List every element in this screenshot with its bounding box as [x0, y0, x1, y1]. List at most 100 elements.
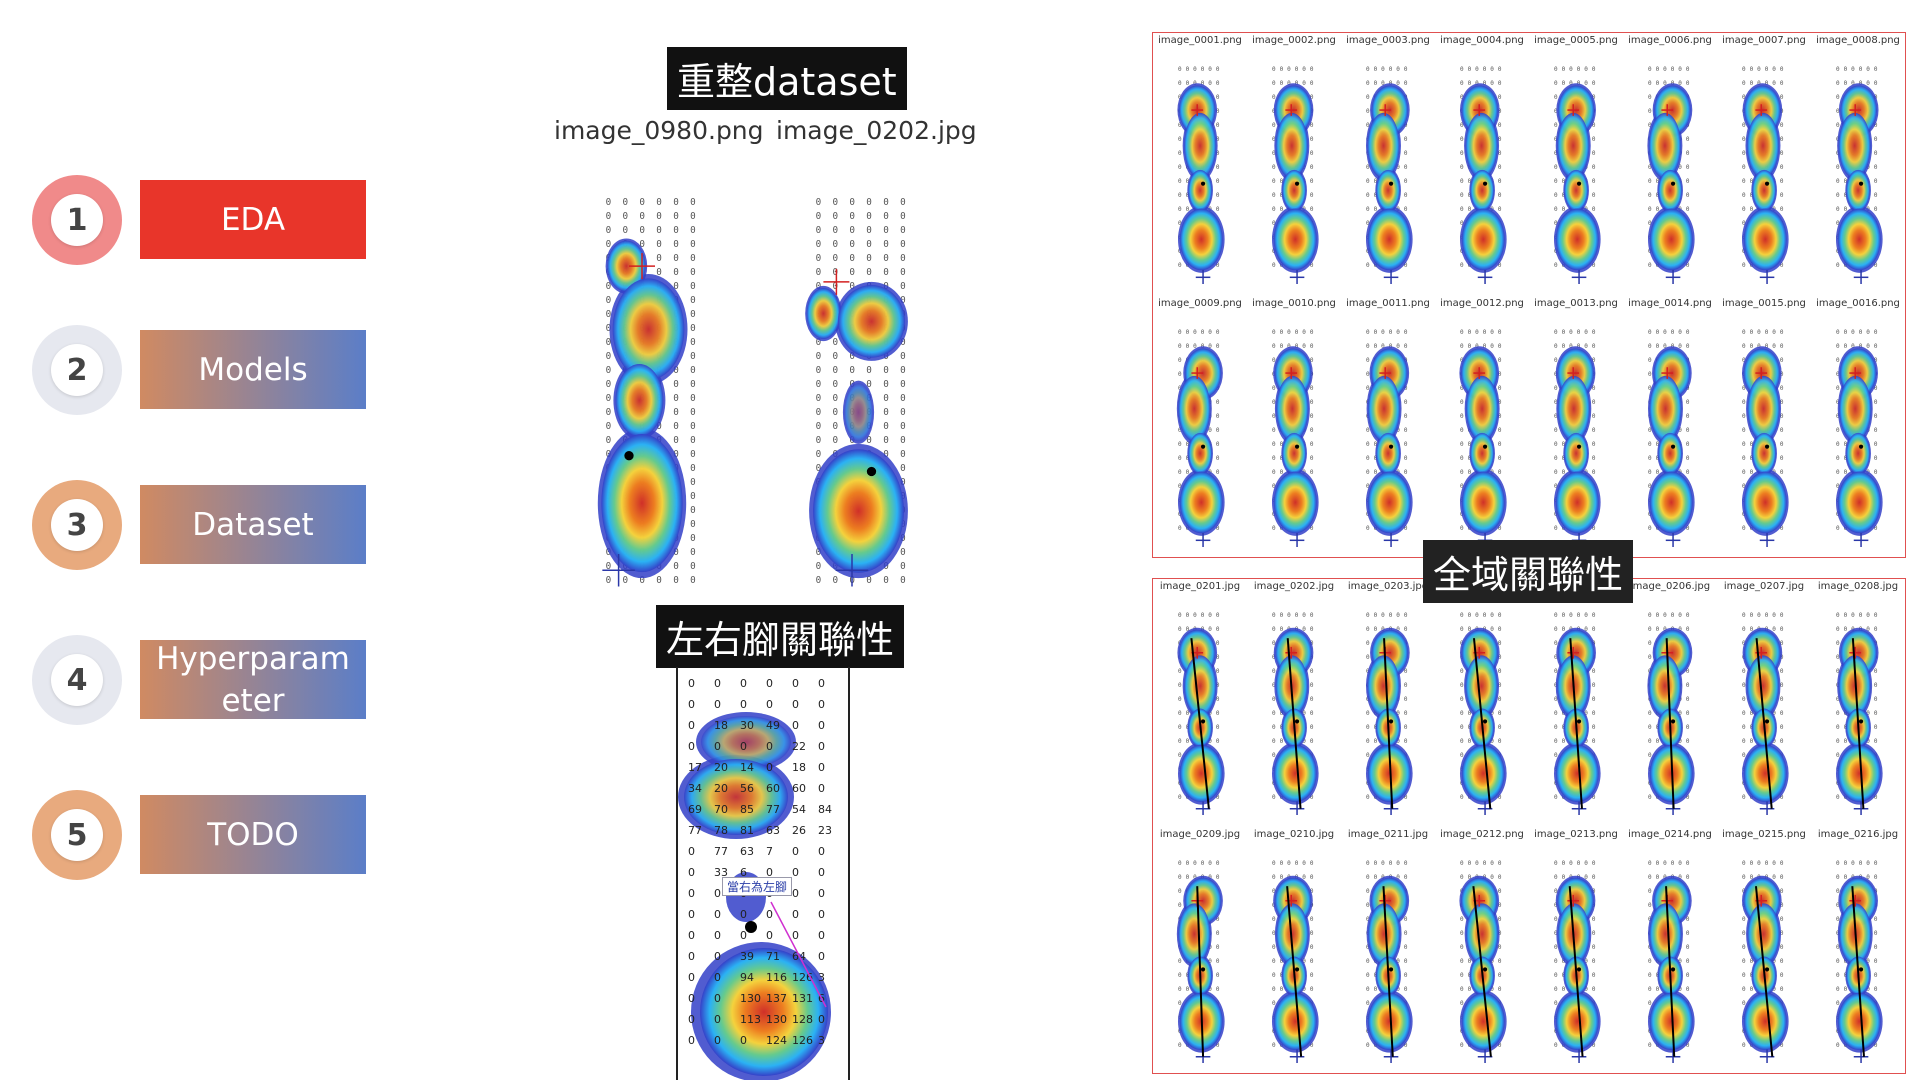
step-number: 3	[51, 499, 103, 551]
svg-text:0: 0	[1178, 136, 1182, 143]
eda-button[interactable]: EDA	[140, 180, 366, 259]
nav-item-eda[interactable]: 1 EDA	[32, 175, 367, 265]
sample-thumbnail[interactable]: image_0013.png 0 0 0 0 0 0 0 0 0 0 0 0 0 0 0 0 0 0 0 0 0 0 0 0 0 0…	[1529, 298, 1623, 557]
sample-thumbnail[interactable]: image_0210.jpg 0 0 0 0 0 0 0 0 0 0 0 0 0 0 0 0 0 0 0 0 0 0 0 0 0 0…	[1247, 829, 1341, 1073]
svg-text:0: 0	[1874, 122, 1878, 129]
step-number: 4	[51, 654, 103, 706]
svg-text:0: 0	[1498, 108, 1502, 115]
svg-text:0: 0	[883, 197, 889, 208]
svg-text:0: 0	[1279, 860, 1283, 867]
grid-value: 0	[792, 845, 799, 858]
svg-text:0: 0	[1272, 206, 1276, 213]
sample-thumbnail[interactable]: image_0203.jpg 0 0 0 0 0 0 0 0 0 0 0 0 0 0 0 0 0 0 0 0 0 0 0 0 0 0…	[1341, 581, 1435, 825]
sample-thumbnail[interactable]: image_0003.png 0 0 0 0 0 0 0 0 0 0 0 0 0 0 0 0 0 0 0 0 0 0 0 0 0 0…	[1341, 35, 1435, 294]
dataset-button[interactable]: Dataset	[140, 485, 366, 564]
svg-text:0: 0	[1185, 441, 1189, 448]
svg-text:0: 0	[1866, 986, 1870, 993]
sample-thumbnail[interactable]: image_0204.jpg00000000000000000000000000…	[1435, 581, 1529, 825]
svg-text:0: 0	[1866, 860, 1870, 867]
svg-text:0: 0	[1272, 724, 1276, 731]
svg-text:0: 0	[1742, 986, 1746, 993]
svg-text:0: 0	[1216, 916, 1220, 923]
svg-text:0: 0	[1742, 357, 1746, 364]
svg-text:0: 0	[1460, 206, 1464, 213]
grid-value: 0	[818, 1013, 825, 1026]
grid-value: 0	[688, 719, 695, 732]
svg-text:0: 0	[1843, 738, 1847, 745]
sample-thumbnail[interactable]: image_0015.png 0 0 0 0 0 0 0 0 0 0 0 0 0 0 0 0 0 0 0 0 0 0 0 0 0 0…	[1717, 298, 1811, 557]
svg-text:0: 0	[1295, 612, 1299, 619]
sample-thumbnail[interactable]: image_0213.png 0 0 0 0 0 0 0 0 0 0 0 0 0 0 0 0 0 0 0 0 0 0 0 0 0 0…	[1529, 829, 1623, 1073]
sample-thumbnail[interactable]: image_0008.png 0 0 0 0 0 0 0 0 0 0 0 0 0 0 0 0 0 0 0 0 0 0 0 0 0 0…	[1811, 35, 1905, 294]
sample-thumbnail[interactable]: image_0011.png 0 0 0 0 0 0 0 0 0 0 0 0 0 0 0 0 0 0 0 0 0 0 0 0 0 0…	[1341, 298, 1435, 557]
sample-thumbnail[interactable]: image_0215.png 0 0 0 0 0 0 0 0 0 0 0 0 0 0 0 0 0 0 0 0 0 0 0 0 0 0…	[1717, 829, 1811, 1073]
sample-thumbnail[interactable]: image_0012.png 0 0 0 0 0 0 0 0 0 0 0 0 0 0 0 0 0 0 0 0 0 0 0 0 0 0…	[1435, 298, 1529, 557]
models-button[interactable]: Models	[140, 330, 366, 409]
sample-thumbnail[interactable]: image_0005.png 0 0 0 0 0 0 0 0 0 0 0 0 0 0 0 0 0 0 0 0 0 0 0 0 0 0…	[1529, 35, 1623, 294]
svg-text:0: 0	[690, 463, 696, 474]
svg-text:0: 0	[1686, 626, 1690, 633]
svg-text:0: 0	[1772, 958, 1776, 965]
svg-text:0: 0	[1554, 986, 1558, 993]
svg-text:0: 0	[1749, 958, 1753, 965]
svg-text:0: 0	[1554, 108, 1558, 115]
hyperparameter-button[interactable]: Hyperparam eter	[140, 640, 366, 719]
svg-text:0: 0	[1780, 399, 1784, 406]
svg-text:0: 0	[1648, 612, 1652, 619]
thumbnail-filename: image_0011.png	[1346, 298, 1430, 309]
svg-text:0: 0	[606, 421, 612, 432]
svg-text:0: 0	[1310, 206, 1314, 213]
sample-thumbnail[interactable]: image_0216.jpg 0 0 0 0 0 0 0 0 0 0 0 0 0 0 0 0 0 0 0 0 0 0 0 0 0 0…	[1811, 829, 1905, 1073]
svg-text:0: 0	[1780, 427, 1784, 434]
nav-item-hyperparameter[interactable]: 4 Hyperparam eter	[32, 635, 367, 725]
svg-text:0: 0	[1498, 164, 1502, 171]
todo-button[interactable]: TODO	[140, 795, 366, 874]
svg-text:0: 0	[1396, 80, 1400, 87]
nav-item-dataset[interactable]: 3 Dataset	[32, 480, 367, 570]
foot-heatmap: 0000000000000000000000000000000000000000…	[1647, 66, 1695, 284]
sample-thumbnail[interactable]: image_0214.png 0 0 0 0 0 0 0 0 0 0 0 0 0 0 0 0 0 0 0 0 0 0 0 0 0 0…	[1623, 829, 1717, 1073]
foot-heatmap: 0000000000000000000000000000000000000000…	[1553, 329, 1601, 547]
svg-text:0: 0	[673, 379, 679, 390]
svg-text:0: 0	[1874, 427, 1878, 434]
sample-thumbnail[interactable]: image_0014.png 0 0 0 0 0 0 0 0 0 0 0 0 0 0 0 0 0 0 0 0 0 0 0 0 0 0…	[1623, 298, 1717, 557]
grid-value: 0	[714, 971, 721, 984]
sample-thumbnail[interactable]: image_0206.jpg 0 0 0 0 0 0 0 0 0 0 0 0 0 0 0 0 0 0 0 0 0 0 0 0 0 0…	[1623, 581, 1717, 825]
sample-thumbnail[interactable]: image_0010.png 0 0 0 0 0 0 0 0 0 0 0 0 0 0 0 0 0 0 0 0 0 0 0 0 0 0…	[1247, 298, 1341, 557]
svg-text:0: 0	[1498, 654, 1502, 661]
sample-thumbnail[interactable]: image_0212.png 0 0 0 0 0 0 0 0 0 0 0 0 0 0 0 0 0 0 0 0 0 0 0 0 0 0…	[1435, 829, 1529, 1073]
svg-text:0: 0	[1686, 986, 1690, 993]
title-global-correlation: 全域關聯性	[1423, 540, 1634, 603]
svg-text:0: 0	[690, 211, 696, 222]
svg-text:0: 0	[1686, 343, 1690, 350]
sample-thumbnail[interactable]: image_0002.png 0 0 0 0 0 0 0 0 0 0 0 0 0 0 0 0 0 0 0 0 0 0 0 0 0 0…	[1247, 35, 1341, 294]
svg-text:0: 0	[1366, 262, 1370, 269]
svg-text:0: 0	[1310, 738, 1314, 745]
sample-thumbnail[interactable]: image_0004.png 0 0 0 0 0 0 0 0 0 0 0 0 0 0 0 0 0 0 0 0 0 0 0 0 0 0…	[1435, 35, 1529, 294]
thumbnail-filename: image_0216.jpg	[1817, 829, 1899, 840]
sample-thumbnail[interactable]: image_0205.jpg00000000000000000000000000…	[1529, 581, 1623, 825]
sample-thumbnail[interactable]: image_0007.png 0 0 0 0 0 0 0 0 0 0 0 0 0 0 0 0 0 0 0 0 0 0 0 0 0 0…	[1717, 35, 1811, 294]
sample-thumbnail[interactable]: image_0016.png 0 0 0 0 0 0 0 0 0 0 0 0 0 0 0 0 0 0 0 0 0 0 0 0 0 0…	[1811, 298, 1905, 557]
nav-item-models[interactable]: 2 Models	[32, 325, 367, 415]
svg-text:0: 0	[1780, 525, 1784, 532]
sample-thumbnail[interactable]: image_0201.jpg 0 0 0 0 0 0 0 0 0 0 0 0 0 0 0 0 0 0 0 0 0 0 0 0 0 0…	[1153, 581, 1247, 825]
sample-thumbnail[interactable]: image_0001.png 0 0 0 0 0 0 0 0 0 0 0 0 0 0 0 0 0 0 0 0 0 0 0 0 0 0…	[1153, 35, 1247, 294]
svg-text:0: 0	[690, 351, 696, 362]
svg-text:0: 0	[1366, 192, 1370, 199]
svg-text:0: 0	[1772, 80, 1776, 87]
sample-thumbnail[interactable]: image_0202.jpg 0 0 0 0 0 0 0 0 0 0 0 0 0 0 0 0 0 0 0 0 0 0 0 0 0 0…	[1247, 581, 1341, 825]
svg-text:0: 0	[1389, 860, 1393, 867]
sample-thumbnail[interactable]: image_0207.jpg 0 0 0 0 0 0 0 0 0 0 0 0 0 0 0 0 0 0 0 0 0 0 0 0 0 0…	[1717, 581, 1811, 825]
svg-text:0: 0	[1561, 469, 1565, 476]
svg-text:0: 0	[1498, 441, 1502, 448]
sample-thumbnail[interactable]: image_0208.jpg 0 0 0 0 0 0 0 0 0 0 0 0 0 0 0 0 0 0 0 0 0 0 0 0 0 0…	[1811, 581, 1905, 825]
foot-heatmap: 0000000000000000000000000000000000000000…	[1459, 66, 1507, 284]
svg-text:0: 0	[833, 407, 839, 418]
sample-thumbnail[interactable]: image_0009.png 0 0 0 0 0 0 0 0 0 0 0 0 0 0 0 0 0 0 0 0 0 0 0 0 0 0…	[1153, 298, 1247, 557]
sample-thumbnail[interactable]: image_0209.jpg 0 0 0 0 0 0 0 0 0 0 0 0 0 0 0 0 0 0 0 0 0 0 0 0 0 0…	[1153, 829, 1247, 1073]
nav-item-todo[interactable]: 5 TODO	[32, 790, 367, 880]
sample-thumbnail[interactable]: image_0211.jpg 0 0 0 0 0 0 0 0 0 0 0 0 0 0 0 0 0 0 0 0 0 0 0 0 0 0…	[1341, 829, 1435, 1073]
sample-thumbnail[interactable]: image_0006.png 0 0 0 0 0 0 0 0 0 0 0 0 0 0 0 0 0 0 0 0 0 0 0 0 0 0…	[1623, 35, 1717, 294]
svg-text:0: 0	[1663, 860, 1667, 867]
